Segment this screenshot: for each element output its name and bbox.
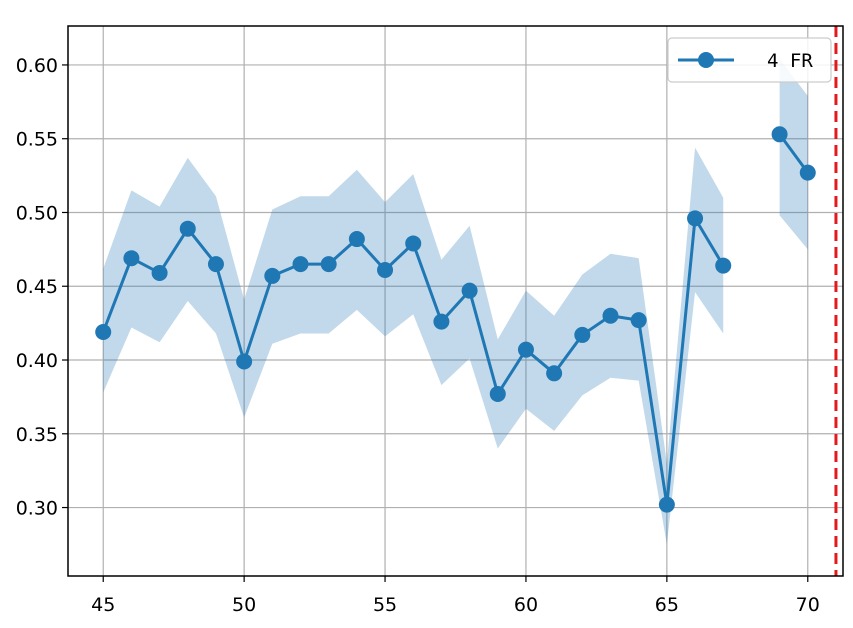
x-tick-label: 55: [373, 594, 397, 616]
data-point: [207, 256, 224, 273]
data-point: [123, 250, 140, 267]
data-point: [151, 264, 168, 281]
data-point: [264, 267, 281, 284]
y-tick-label: 0.50: [16, 202, 58, 224]
x-tick-label: 65: [655, 594, 679, 616]
data-point: [799, 164, 816, 181]
data-point: [687, 210, 704, 227]
data-point: [377, 262, 394, 279]
legend-box: [667, 37, 832, 83]
x-tick-label: 70: [796, 594, 820, 616]
x-axis: 45 50 55 60 65 70: [91, 576, 820, 616]
y-tick-label: 0.35: [16, 424, 58, 446]
data-point: [405, 235, 422, 252]
data-point: [517, 341, 534, 358]
data-point-layer: [95, 126, 816, 513]
y-tick-label: 0.55: [16, 129, 58, 151]
x-tick-label: 60: [514, 594, 538, 616]
y-tick-label: 0.40: [16, 350, 58, 372]
y-tick-label: 0.45: [16, 276, 58, 298]
legend: 4 FR: [667, 37, 832, 83]
data-point: [546, 365, 563, 382]
data-point: [574, 326, 591, 343]
data-point: [602, 307, 619, 324]
data-point: [630, 312, 647, 329]
data-point: [236, 353, 253, 370]
plot-frame: [67, 25, 844, 577]
data-point: [658, 496, 675, 513]
data-point: [489, 385, 506, 402]
data-point: [715, 257, 732, 274]
y-tick-label: 0.30: [16, 498, 58, 520]
data-point: [771, 126, 788, 143]
legend-label: 4 FR: [767, 50, 813, 72]
data-point: [95, 323, 112, 340]
data-point: [348, 231, 365, 248]
data-point: [292, 256, 309, 273]
data-point: [179, 220, 196, 237]
data-point: [320, 256, 337, 273]
data-point: [461, 282, 478, 299]
data-point: [433, 313, 450, 330]
grid: [68, 26, 843, 576]
x-tick-label: 50: [232, 594, 256, 616]
y-axis: 0.30 0.35 0.40 0.45 0.50 0.55 0.60: [16, 55, 68, 520]
legend-point-marker: [698, 52, 714, 68]
y-tick-label: 0.60: [16, 55, 58, 77]
x-tick-label: 45: [91, 594, 115, 616]
